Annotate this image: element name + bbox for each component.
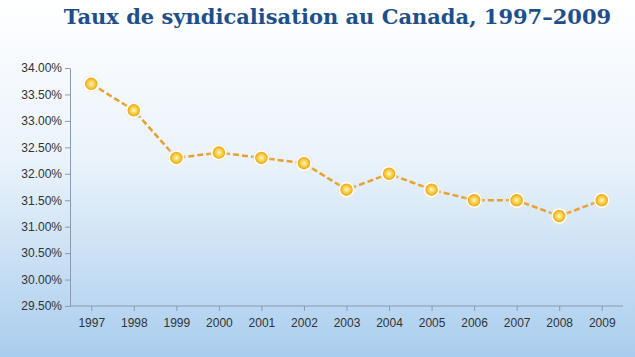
x-tick-mark: [219, 306, 220, 311]
x-tick: 2006: [461, 306, 488, 330]
y-tick-label: 33.50%: [21, 88, 62, 102]
x-tick-label: 2000: [206, 316, 233, 330]
point: [169, 151, 183, 165]
y-tick: 32.00%: [21, 167, 70, 181]
point: [84, 77, 98, 91]
y-tick-label: 32.50%: [21, 141, 62, 155]
x-tick: 2001: [249, 306, 276, 330]
x-tick-mark: [261, 306, 262, 311]
x-tick-label: 2005: [419, 316, 446, 330]
x-tick-label: 1997: [78, 316, 105, 330]
y-tick: 30.50%: [21, 246, 70, 260]
y-tick: 34.00%: [21, 61, 70, 75]
background: [0, 0, 635, 357]
y-tick-label: 32.00%: [21, 167, 62, 181]
x-axis: 1997 1998 1999 2000 2001 2002 2003 2004 2005 2006…: [70, 306, 623, 330]
plot-area: [84, 77, 608, 223]
x-tick-label: 2002: [291, 316, 318, 330]
y-tick-label: 31.50%: [21, 194, 62, 208]
x-tick-mark: [347, 306, 348, 311]
point: [552, 209, 566, 223]
x-tick: 2008: [546, 306, 573, 330]
x-tick: 2004: [376, 306, 403, 330]
x-tick-mark: [176, 306, 177, 311]
y-tick: 29.50%: [21, 299, 70, 313]
y-tick-mark: [65, 253, 70, 254]
y-tick-mark: [65, 121, 70, 122]
y-tick: 32.50%: [21, 141, 70, 155]
x-tick: 2002: [291, 306, 318, 330]
y-tick-mark: [65, 94, 70, 95]
point: [340, 183, 354, 197]
y-tick: 31.00%: [21, 220, 70, 234]
x-tick-mark: [517, 306, 518, 311]
x-tick: 2003: [334, 306, 361, 330]
point: [127, 103, 141, 117]
chart: Taux de syndicalisation au Canada, 1997–…: [0, 0, 635, 357]
y-tick-mark: [65, 147, 70, 148]
y-tick-label: 31.00%: [21, 220, 62, 234]
y-tick-mark: [65, 174, 70, 175]
point: [425, 183, 439, 197]
y-tick-label: 33.00%: [21, 114, 62, 128]
x-tick: 2007: [504, 306, 531, 330]
title: Taux de syndicalisation au Canada, 1997–…: [64, 4, 611, 29]
y-tick-label: 30.00%: [21, 273, 62, 287]
x-tick-mark: [389, 306, 390, 311]
y-tick-mark: [65, 227, 70, 228]
x-tick-mark: [304, 306, 305, 311]
point: [467, 193, 481, 207]
y-axis: 29.50% 30.00% 30.50% 31.00% 31.50% 32.00% 32.5…: [21, 61, 70, 313]
y-tick-mark: [65, 200, 70, 201]
y-tick-mark: [65, 68, 70, 69]
x-tick-label: 2003: [334, 316, 361, 330]
y-tick-mark: [65, 280, 70, 281]
x-tick-mark: [432, 306, 433, 311]
x-tick-mark: [134, 306, 135, 311]
x-tick: 1999: [163, 306, 190, 330]
point: [382, 167, 396, 181]
point: [297, 156, 311, 170]
x-tick-label: 1998: [121, 316, 148, 330]
y-tick: 31.50%: [21, 194, 70, 208]
x-tick: 2005: [419, 306, 446, 330]
x-tick: 1998: [121, 306, 148, 330]
y-tick-label: 29.50%: [21, 299, 62, 313]
y-tick-mark: [65, 306, 70, 307]
y-tick: 33.50%: [21, 88, 70, 102]
x-tick: 2000: [206, 306, 233, 330]
x-tick-mark: [559, 306, 560, 311]
x-tick-label: 1999: [163, 316, 190, 330]
point: [254, 151, 268, 165]
y-tick-label: 30.50%: [21, 246, 62, 260]
x-tick: 2009: [589, 306, 616, 330]
y-tick: 30.00%: [21, 273, 70, 287]
x-tick-mark: [474, 306, 475, 311]
y-tick-label: 34.00%: [21, 61, 62, 75]
x-tick-mark: [602, 306, 603, 311]
series-line: [91, 84, 601, 216]
x-tick-mark: [91, 306, 92, 311]
y-axis-line: [70, 69, 71, 307]
x-tick: 1997: [78, 306, 105, 330]
x-tick-label: 2001: [249, 316, 276, 330]
y-tick: 33.00%: [21, 114, 70, 128]
x-tick-label: 2007: [504, 316, 531, 330]
point: [595, 193, 609, 207]
x-tick-label: 2004: [376, 316, 403, 330]
point: [212, 146, 226, 160]
x-tick-label: 2008: [546, 316, 573, 330]
point: [510, 193, 524, 207]
x-tick-label: 2009: [589, 316, 616, 330]
x-tick-label: 2006: [461, 316, 488, 330]
